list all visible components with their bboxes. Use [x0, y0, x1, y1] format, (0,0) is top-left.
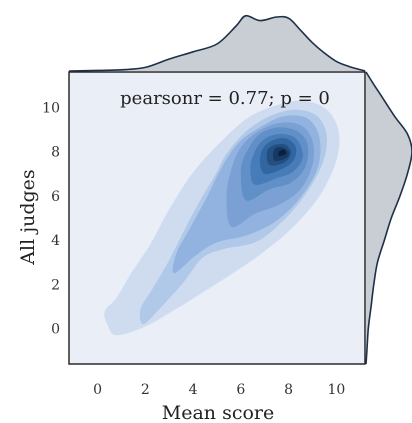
- x-tick-label: 4: [189, 382, 198, 398]
- x-marginal-density-line: [68, 14, 366, 72]
- density-contour-level-10: [278, 149, 287, 157]
- x-tick-label: 0: [93, 382, 102, 398]
- joint-density-contours: [104, 100, 340, 336]
- y-marginal-density-line: [365, 71, 412, 365]
- pearson-annotation: pearsonr = 0.77; p = 0: [120, 88, 330, 109]
- y-tick-label: 10: [42, 100, 60, 116]
- x-axis-ticks: 0 2 4 6 8 10: [93, 382, 345, 398]
- y-axis-ticks: 0 2 4 6 8 10: [42, 100, 60, 337]
- x-tick-label: 2: [141, 382, 150, 398]
- x-tick-label: 6: [236, 382, 245, 398]
- y-tick-label: 4: [51, 233, 60, 249]
- y-marginal-density-area: [366, 72, 412, 364]
- x-axis-label: Mean score: [162, 402, 274, 423]
- x-tick-label: 8: [284, 382, 293, 398]
- x-tick-label: 10: [327, 382, 345, 398]
- joint-plot-border: [68, 71, 366, 365]
- x-marginal-plot: [68, 14, 366, 72]
- y-tick-label: 8: [51, 145, 60, 161]
- y-tick-label: 2: [51, 277, 60, 293]
- y-tick-label: 6: [51, 189, 60, 205]
- y-marginal-plot: [365, 71, 412, 365]
- y-axis-label: All judges: [17, 169, 39, 265]
- y-tick-label: 0: [51, 322, 60, 338]
- x-marginal-density-area: [69, 15, 365, 71]
